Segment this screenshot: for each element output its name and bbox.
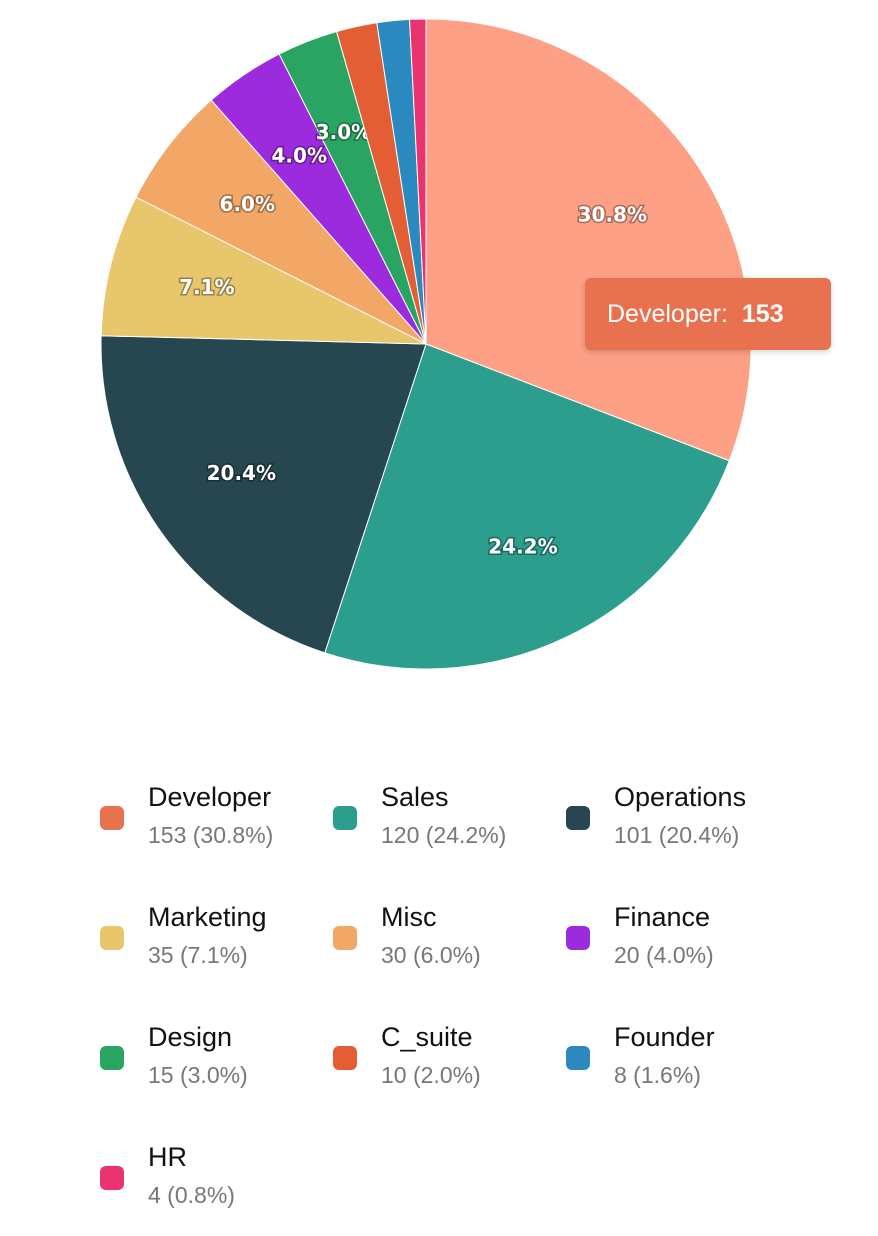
legend-item-design[interactable]: Design 15 (3.0%) — [100, 1020, 320, 1100]
legend-item-founder[interactable]: Founder 8 (1.6%) — [566, 1020, 786, 1100]
legend-label: Marketing — [148, 902, 267, 932]
legend-label: Misc — [381, 902, 437, 932]
legend-value: 8 (1.6%) — [614, 1062, 701, 1088]
legend-item-misc[interactable]: Misc 30 (6.0%) — [333, 900, 553, 980]
data-label-finance: 4.0% — [272, 143, 327, 167]
legend-value: 4 (0.8%) — [148, 1182, 235, 1208]
legend-item-developer[interactable]: Developer 153 (30.8%) — [100, 780, 320, 860]
tooltip-value: 153 — [741, 299, 784, 328]
pie-slice-misc[interactable] — [135, 99, 427, 345]
legend-swatch — [333, 1046, 357, 1070]
pie-slice-marketing[interactable] — [100, 196, 427, 345]
legend-swatch — [333, 926, 357, 950]
chart-tooltip: Developer: 153 — [585, 278, 831, 350]
data-label-misc: 6.0% — [220, 192, 275, 216]
legend-item-operations[interactable]: Operations 101 (20.4%) — [566, 780, 786, 860]
pie-chart: 30.8% 24.2% 20.4% 7.1% 6.0% 4.0% 3.0% Develope… — [100, 18, 831, 670]
legend-label: C_suite — [381, 1022, 473, 1052]
legend-label: Operations — [614, 782, 747, 812]
legend-item-c-suite[interactable]: C_suite 10 (2.0%) — [333, 1020, 553, 1100]
legend-swatch — [100, 926, 124, 950]
tooltip-label: Developer: — [607, 299, 728, 328]
pie-slice-sales[interactable] — [324, 343, 730, 670]
legend-label: Finance — [614, 902, 711, 932]
legend-value: 20 (4.0%) — [614, 942, 714, 968]
legend-swatch — [100, 1046, 124, 1070]
pie-slice-operations[interactable] — [100, 335, 427, 654]
legend-value: 30 (6.0%) — [381, 942, 481, 968]
legend-swatch — [566, 1046, 590, 1070]
legend-swatch — [100, 806, 124, 830]
legend-swatch — [566, 926, 590, 950]
legend-value: 101 (20.4%) — [614, 822, 740, 848]
legend-swatch — [100, 1166, 124, 1190]
legend-label: HR — [148, 1142, 187, 1172]
data-label-sales: 24.2% — [488, 535, 557, 559]
legend-swatch — [566, 806, 590, 830]
legend-label: Developer — [148, 782, 272, 812]
pie-chart-svg: 30.8%24.2%20.4%7.1%6.0%4.0%3.0% — [100, 18, 752, 670]
legend-item-hr[interactable]: HR 4 (0.8%) — [100, 1140, 320, 1220]
pie-slice-developer[interactable] — [425, 18, 752, 462]
legend-item-sales[interactable]: Sales 120 (24.2%) — [333, 780, 553, 860]
data-label-developer: 30.8% — [578, 203, 647, 227]
legend-swatch — [333, 806, 357, 830]
legend-value: 10 (2.0%) — [381, 1062, 481, 1088]
legend-label: Sales — [381, 782, 449, 812]
legend-item-finance[interactable]: Finance 20 (4.0%) — [566, 900, 786, 980]
legend-value: 120 (24.2%) — [381, 822, 507, 848]
pie-slice-hr[interactable] — [409, 18, 427, 345]
data-label-operations: 20.4% — [207, 461, 276, 485]
legend-label: Design — [148, 1022, 233, 1052]
legend-item-marketing[interactable]: Marketing 35 (7.1%) — [100, 900, 320, 980]
legend-label: Founder — [614, 1022, 715, 1052]
legend-value: 15 (3.0%) — [148, 1062, 248, 1088]
data-label-marketing: 7.1% — [179, 275, 234, 299]
legend-value: 35 (7.1%) — [148, 942, 248, 968]
legend-value: 153 (30.8%) — [148, 822, 274, 848]
